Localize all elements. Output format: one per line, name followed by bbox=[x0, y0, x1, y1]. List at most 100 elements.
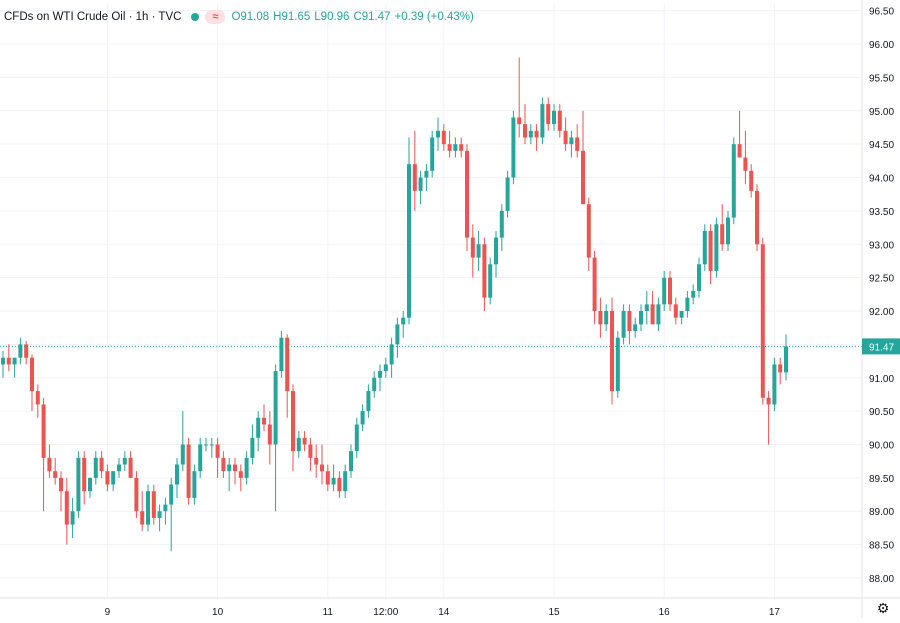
candle-body bbox=[215, 444, 220, 458]
candle-up bbox=[424, 164, 429, 191]
candle-body bbox=[737, 144, 742, 158]
candle-down bbox=[755, 184, 759, 251]
candle-body bbox=[204, 444, 208, 446]
candle-down bbox=[30, 354, 34, 412]
candle-body bbox=[407, 164, 411, 318]
candle-body bbox=[459, 144, 464, 151]
candle-down bbox=[760, 237, 765, 405]
candle-body bbox=[511, 117, 516, 178]
change-value: +0.39 (+0.43%) bbox=[394, 11, 474, 23]
candle-up bbox=[621, 304, 626, 345]
candle-body bbox=[691, 290, 696, 298]
candle-body bbox=[430, 137, 435, 171]
candle-up bbox=[494, 230, 498, 278]
candle-body bbox=[575, 137, 580, 151]
candle-down bbox=[99, 451, 104, 478]
candle-body bbox=[482, 244, 487, 298]
candle-down bbox=[151, 484, 156, 525]
candle-up bbox=[12, 357, 17, 378]
y-tick-label: 94.50 bbox=[869, 140, 894, 151]
candle-up bbox=[198, 437, 203, 478]
candle-down bbox=[673, 297, 678, 325]
candle-up bbox=[488, 257, 493, 305]
candle-up bbox=[644, 290, 649, 325]
candle-body bbox=[615, 337, 620, 392]
candle-body bbox=[250, 437, 255, 458]
candle-up bbox=[499, 204, 504, 251]
candle-body bbox=[296, 437, 301, 452]
candle-body bbox=[598, 311, 603, 325]
candle-body bbox=[117, 464, 121, 472]
candle-body bbox=[186, 444, 191, 498]
candle-up bbox=[273, 364, 278, 512]
candle-body bbox=[476, 244, 481, 258]
candle-down bbox=[465, 144, 469, 251]
data-feed-icon[interactable]: ≈ bbox=[205, 10, 226, 24]
candle-body bbox=[760, 244, 765, 398]
candle-up bbox=[372, 371, 377, 398]
x-tick-label: 15 bbox=[548, 607, 560, 618]
candle-up bbox=[383, 357, 388, 378]
candle-body bbox=[59, 477, 63, 492]
candle-up bbox=[256, 411, 261, 452]
candle-up bbox=[169, 477, 174, 552]
y-tick-label: 92.50 bbox=[869, 274, 894, 285]
y-tick-label: 88.00 bbox=[869, 574, 894, 585]
candle-body bbox=[552, 110, 556, 125]
candle-body bbox=[470, 237, 475, 258]
candle-up bbox=[702, 224, 707, 271]
candle-up bbox=[360, 404, 365, 432]
symbol-label[interactable]: CFDs on WTI Crude Oil · 1h · TVC bbox=[4, 11, 182, 23]
open-label: O bbox=[231, 11, 241, 23]
candle-body bbox=[35, 391, 40, 405]
candle-body bbox=[604, 311, 609, 325]
close-label: C bbox=[353, 11, 362, 23]
x-tick-label: 11 bbox=[323, 607, 334, 618]
candle-up bbox=[378, 364, 382, 392]
candle-down bbox=[441, 124, 446, 151]
candle-series bbox=[1, 57, 788, 552]
candle-up bbox=[528, 124, 533, 145]
candle-up bbox=[175, 457, 179, 498]
candle-down bbox=[41, 397, 46, 512]
candle-up bbox=[18, 337, 23, 365]
candle-body bbox=[488, 264, 493, 298]
candle-body bbox=[285, 337, 290, 392]
candle-up bbox=[656, 297, 661, 332]
candle-down bbox=[267, 411, 272, 465]
candle-body bbox=[778, 364, 783, 373]
candle-body bbox=[175, 464, 179, 485]
candle-up bbox=[111, 471, 116, 492]
candle-down bbox=[215, 437, 220, 478]
gear-icon[interactable]: ⚙ bbox=[876, 600, 890, 616]
candle-up bbox=[697, 257, 701, 298]
candle-body bbox=[256, 417, 261, 438]
candle-up bbox=[679, 311, 684, 325]
candle-down bbox=[59, 471, 63, 512]
candle-body bbox=[99, 457, 104, 472]
candle-body bbox=[366, 391, 371, 412]
candle-up bbox=[436, 117, 440, 151]
candle-down bbox=[557, 104, 562, 138]
candle-body bbox=[546, 104, 551, 125]
y-tick-label: 95.50 bbox=[869, 73, 894, 84]
candle-body bbox=[436, 130, 440, 138]
x-tick-label: 10 bbox=[212, 607, 224, 618]
candle-down bbox=[337, 471, 342, 498]
candle-body bbox=[633, 324, 638, 332]
y-tick-label: 96.50 bbox=[869, 7, 894, 18]
candle-down bbox=[668, 270, 672, 312]
candle-body bbox=[244, 457, 249, 478]
candle-body bbox=[6, 357, 11, 365]
candle-up bbox=[476, 230, 481, 271]
candle-body bbox=[343, 471, 348, 492]
candle-body bbox=[749, 170, 754, 191]
candle-down bbox=[575, 124, 580, 158]
y-tick-label: 94.00 bbox=[869, 174, 894, 185]
candle-down bbox=[650, 290, 655, 325]
candle-down bbox=[308, 437, 313, 472]
candle-down bbox=[24, 341, 29, 365]
